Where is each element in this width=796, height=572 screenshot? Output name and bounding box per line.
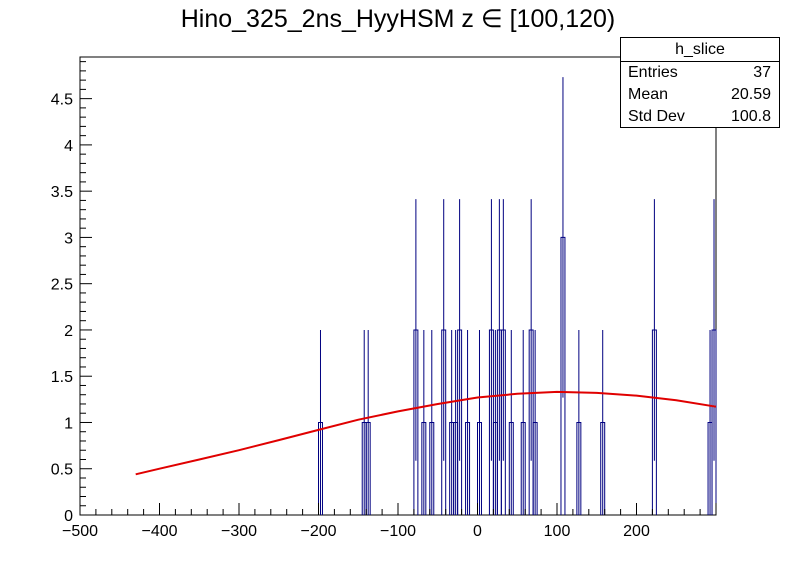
y-tick-label: 1.5 [51, 369, 73, 386]
stats-row-stddev: Std Dev 100.8 [621, 106, 779, 128]
x-tick-label: −100 [380, 523, 416, 540]
x-tick-label: 200 [623, 523, 650, 540]
y-tick-label: 0 [64, 508, 73, 525]
y-tick-label: 1 [64, 415, 73, 432]
stats-value: 100.8 [730, 108, 771, 125]
x-tick-label: 0 [473, 523, 482, 540]
y-tick-label: 4.5 [51, 92, 73, 109]
x-tick-label: −300 [221, 523, 257, 540]
y-tick-label: 0.5 [51, 462, 73, 479]
chart-title: Hino_325_2ns_HyyHSM z ∈ [100,120) [180, 5, 616, 33]
x-axis: −500 −400 −300 −200 −100 0 100 200 [62, 503, 717, 540]
histogram-spikes [319, 77, 715, 515]
stats-name: h_slice [621, 38, 779, 62]
x-tick-label: −400 [141, 523, 177, 540]
y-axis: 0 0.5 1 1.5 2 2.5 3 3.5 4 4.5 [51, 61, 92, 525]
stats-label: Entries [628, 64, 678, 81]
fit-curve [135, 390, 717, 476]
stats-value: 20.59 [730, 86, 771, 103]
x-tick-label: −200 [300, 523, 336, 540]
stats-box: h_slice Entries 37 Mean 20.59 Std Dev 10… [620, 37, 780, 128]
stats-row-entries: Entries 37 [621, 62, 779, 84]
y-tick-label: 3.5 [51, 184, 73, 201]
x-tick-label: 100 [544, 523, 571, 540]
y-tick-label: 3 [64, 230, 73, 247]
x-tick-label: −500 [62, 523, 98, 540]
histogram-bars [318, 236, 717, 515]
stats-value: 37 [753, 64, 771, 81]
y-tick-label: 4 [64, 138, 73, 155]
stats-label: Std Dev [628, 108, 685, 125]
stats-label: Mean [628, 86, 669, 103]
stats-row-mean: Mean 20.59 [621, 84, 779, 106]
y-tick-label: 2.5 [51, 277, 73, 294]
y-tick-label: 2 [64, 323, 73, 340]
